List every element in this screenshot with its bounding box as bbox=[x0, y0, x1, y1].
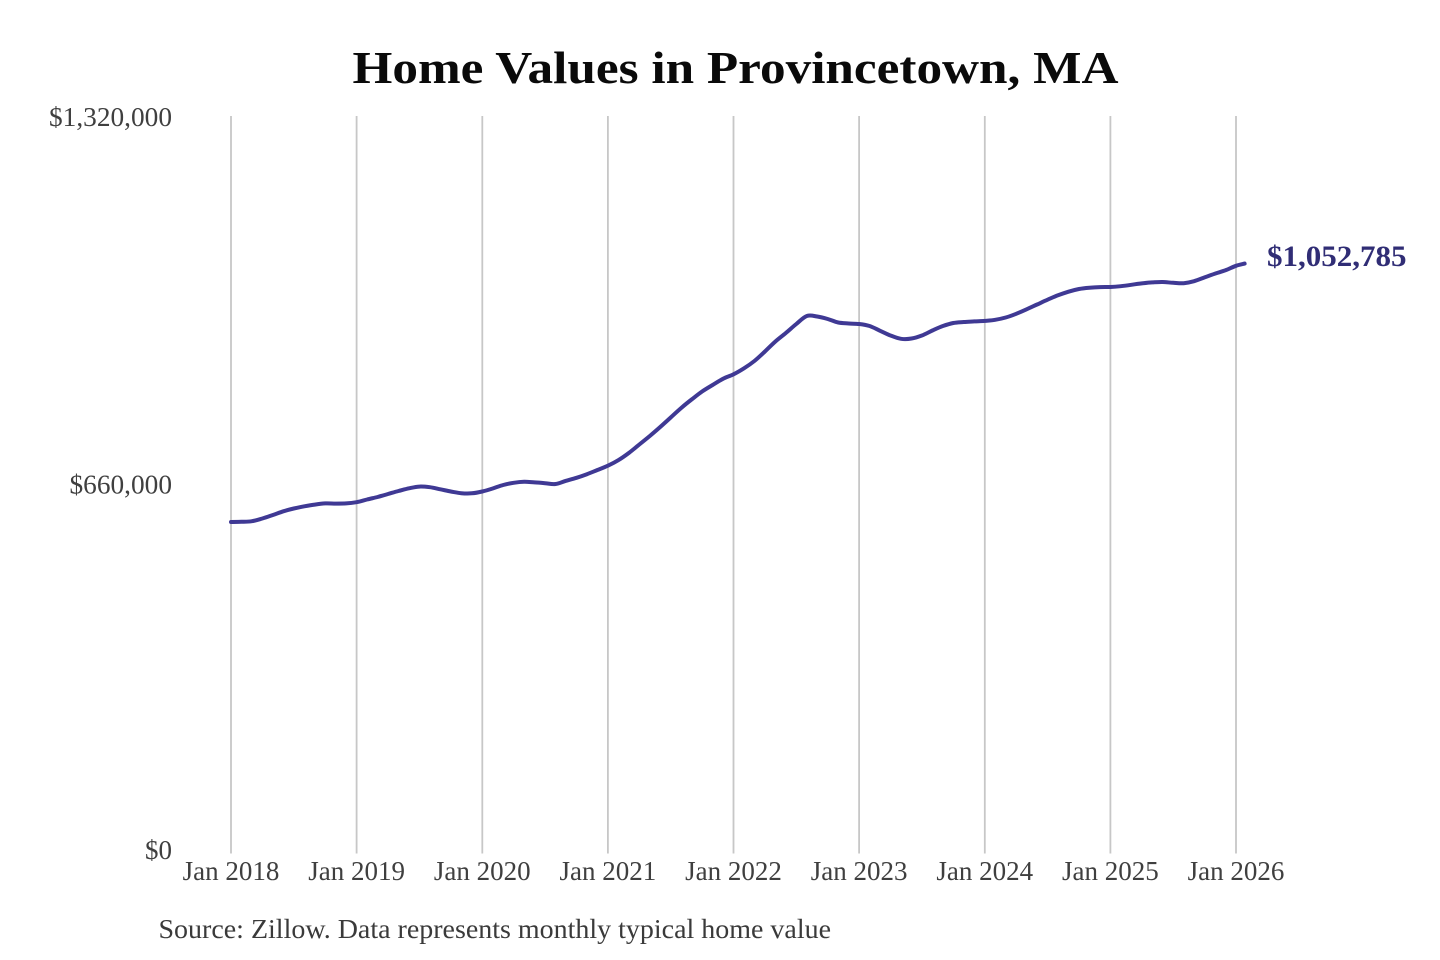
svg-text:Jan 2021: Jan 2021 bbox=[560, 856, 657, 886]
svg-text:$1,320,000: $1,320,000 bbox=[49, 102, 172, 132]
svg-text:Source: Zillow. Data represent: Source: Zillow. Data represents monthly … bbox=[159, 914, 832, 944]
svg-text:Jan 2022: Jan 2022 bbox=[685, 856, 782, 886]
svg-text:$1,052,785: $1,052,785 bbox=[1267, 240, 1407, 273]
svg-text:Jan 2026: Jan 2026 bbox=[1188, 856, 1285, 886]
svg-text:Jan 2025: Jan 2025 bbox=[1062, 856, 1159, 886]
svg-text:$0: $0 bbox=[145, 835, 172, 865]
svg-text:Jan 2020: Jan 2020 bbox=[434, 856, 531, 886]
svg-text:Jan 2023: Jan 2023 bbox=[811, 856, 908, 886]
svg-text:$660,000: $660,000 bbox=[70, 470, 173, 500]
svg-text:Home Values in Provincetown, M: Home Values in Provincetown, MA bbox=[353, 42, 1119, 93]
svg-text:Jan 2024: Jan 2024 bbox=[936, 856, 1033, 886]
svg-text:Jan 2018: Jan 2018 bbox=[183, 856, 280, 886]
svg-text:Jan 2019: Jan 2019 bbox=[308, 856, 405, 886]
